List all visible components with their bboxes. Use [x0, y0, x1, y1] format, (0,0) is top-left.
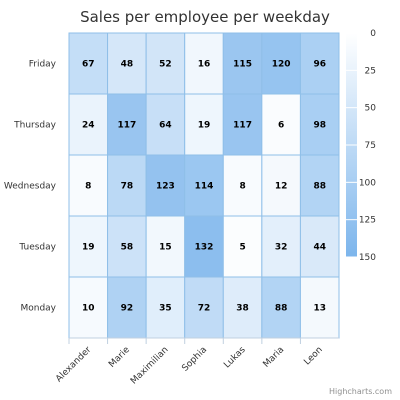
heatmap-cell[interactable] — [145, 154, 186, 217]
cell-value-label: 12 — [275, 182, 288, 192]
legend-tick-label: 125 — [359, 216, 376, 226]
x-tick-label: Maximilian — [129, 345, 170, 386]
cell-value-label: 19 — [82, 243, 95, 253]
color-legend: 0 25 50 75 100 125 150 — [346, 29, 376, 263]
cell-value-label: 58 — [121, 243, 134, 253]
heatmap-cell[interactable] — [107, 215, 147, 278]
heatmap-cell[interactable] — [222, 32, 263, 95]
cell-value-label: 88 — [313, 182, 326, 192]
cell-value-label: 96 — [313, 60, 326, 70]
legend-tick-label: 50 — [365, 104, 377, 114]
cell-value-label: 117 — [233, 121, 252, 131]
cell-value-label: 8 — [85, 182, 91, 192]
y-axis: Monday Tuesday Wednesday Thursday Friday — [4, 60, 57, 314]
cell-value-label: 24 — [82, 121, 95, 131]
cell-value-label: 32 — [275, 243, 288, 253]
heatmap-cell[interactable] — [107, 32, 147, 95]
cell-value-label: 52 — [159, 60, 172, 70]
legend-tick-label: 150 — [359, 253, 376, 263]
legend-tick-label: 75 — [365, 141, 376, 151]
cell-value-label: 8 — [239, 182, 245, 192]
heatmap-cell[interactable] — [107, 154, 147, 217]
cell-value-label: 38 — [236, 304, 249, 314]
heatmap-cell[interactable] — [299, 32, 340, 95]
x-tick-label: Alexander — [54, 345, 93, 384]
heatmap-cell[interactable] — [184, 32, 224, 95]
y-tick-label: Friday — [29, 60, 57, 70]
legend-tick-label: 25 — [365, 66, 376, 76]
heatmap-cell[interactable] — [184, 215, 224, 278]
cell-value-label: 88 — [275, 304, 288, 314]
heatmap-cell[interactable] — [261, 93, 301, 156]
cell-value-label: 98 — [313, 121, 326, 131]
legend-tick-label: 100 — [359, 178, 376, 188]
legend-tick-label: 0 — [370, 29, 376, 39]
heatmap-cell[interactable] — [222, 276, 263, 339]
heatmap-cell[interactable] — [68, 215, 109, 278]
heatmap-cell[interactable] — [68, 276, 109, 339]
heatmap-cell[interactable] — [184, 93, 224, 156]
y-tick-label: Monday — [20, 304, 56, 314]
x-tick-label: Lukas — [222, 345, 248, 371]
cell-value-label: 44 — [313, 243, 326, 253]
y-tick-label: Tuesday — [18, 243, 56, 253]
cell-value-label: 19 — [198, 121, 211, 131]
heatmap-cell[interactable] — [299, 93, 340, 156]
cell-value-label: 132 — [195, 243, 214, 253]
chart-title: Sales per employee per weekday — [80, 8, 330, 26]
cell-value-label: 35 — [159, 304, 172, 314]
heatmap-cell[interactable] — [107, 276, 147, 339]
heatmap-cell[interactable] — [222, 154, 263, 217]
heatmap-cell[interactable] — [261, 154, 301, 217]
heatmap-cell[interactable] — [107, 93, 147, 156]
heatmap-cell[interactable] — [184, 276, 224, 339]
cell-value-label: 64 — [159, 121, 172, 131]
cell-value-label: 5 — [239, 243, 245, 253]
heatmap-cell[interactable] — [68, 32, 109, 95]
x-tick-label: Marie — [107, 345, 132, 370]
cell-value-label: 114 — [195, 182, 214, 192]
credits-link[interactable]: Highcharts.com — [329, 387, 392, 396]
x-tick-label: Maria — [262, 345, 287, 370]
y-tick-label: Wednesday — [4, 182, 57, 192]
heatmap-cell[interactable] — [145, 215, 186, 278]
cell-value-label: 15 — [159, 243, 172, 253]
cell-value-label: 78 — [121, 182, 134, 192]
cell-value-label: 117 — [117, 121, 136, 131]
cell-value-label: 10 — [82, 304, 95, 314]
cell-value-label: 92 — [121, 304, 134, 314]
cell-value-label: 115 — [233, 60, 252, 70]
cell-value-label: 67 — [82, 60, 95, 70]
cell-value-label: 13 — [313, 304, 326, 314]
cell-value-label: 72 — [198, 304, 211, 314]
x-tick-label: Leon — [302, 345, 324, 367]
heatmap-cell[interactable] — [299, 215, 340, 278]
heatmap-cells: 1019824679258781174835151236452721321141… — [68, 32, 340, 339]
x-tick-label: Sophia — [180, 345, 209, 374]
cell-value-label: 6 — [278, 121, 284, 131]
heatmap-cell[interactable] — [184, 154, 224, 217]
y-tick-label: Thursday — [13, 121, 57, 131]
cell-value-label: 16 — [198, 60, 211, 70]
cell-value-label: 48 — [121, 60, 134, 70]
cell-value-label: 120 — [272, 60, 291, 70]
heatmap-cell[interactable] — [261, 215, 301, 278]
cell-value-label: 123 — [156, 182, 175, 192]
